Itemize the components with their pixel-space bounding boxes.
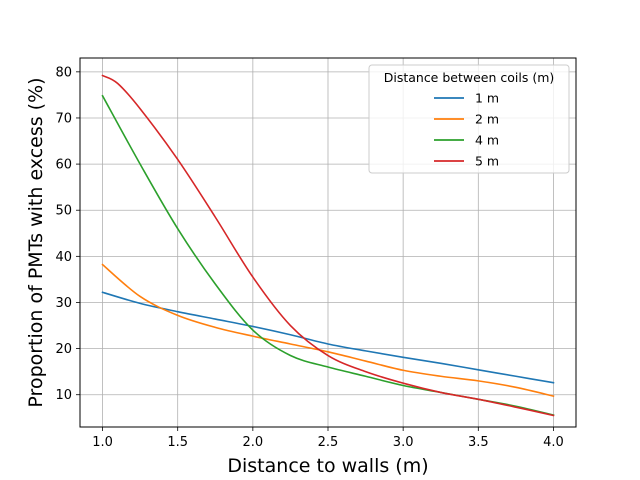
y-tick-label: 50 — [55, 204, 72, 219]
x-tick-label: 1.5 — [167, 435, 188, 450]
y-tick-label: 40 — [55, 250, 72, 265]
y-tick-label: 80 — [55, 65, 72, 80]
legend-label: 1 m — [475, 91, 499, 106]
x-tick-label: 2.0 — [243, 435, 264, 450]
y-tick-label: 10 — [55, 388, 72, 403]
legend-label: 5 m — [475, 154, 499, 169]
x-tick-label: 3.5 — [468, 435, 489, 450]
y-axis-title: Proportion of PMTs with excess (%) — [25, 77, 47, 407]
y-tick-label: 70 — [55, 111, 72, 126]
x-tick-label: 3.0 — [393, 435, 414, 450]
axis-ticks: 1.0 1.5 2.0 2.5 3.0 3.5 4.0 10 20 30 40 50 60 70 80 — [55, 65, 563, 450]
series-line-4 — [101, 74, 555, 417]
legend-label: 2 m — [475, 112, 499, 127]
series-line-2 — [101, 263, 555, 398]
x-tick-label: 2.5 — [318, 435, 339, 450]
series-lines — [101, 74, 555, 417]
x-axis-title: Distance to walls (m) — [227, 455, 428, 477]
legend-box — [368, 64, 570, 174]
legend-title: Distance between coils (m) — [384, 70, 555, 85]
y-tick-label: 30 — [55, 296, 72, 311]
y-tick-label: 60 — [55, 158, 72, 173]
x-tick-label: 4.0 — [543, 435, 564, 450]
legend: Distance between coils (m) 1 m 2 m 4 m 5 m — [368, 64, 570, 174]
legend-items: 1 m 2 m 4 m 5 m — [434, 91, 499, 169]
x-tick-label: 1.0 — [92, 435, 113, 450]
series-line-1 — [101, 291, 555, 384]
y-tick-label: 20 — [55, 342, 72, 357]
legend-label: 4 m — [475, 133, 499, 148]
